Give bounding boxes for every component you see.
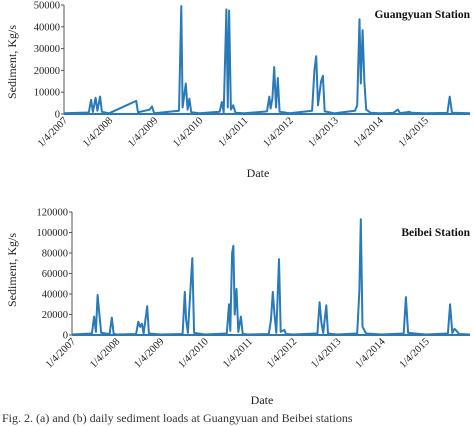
guangyuan-y-tick-label: 20000 bbox=[34, 66, 60, 77]
beibei-y-ticks: 0 20000 40000 60000 80000 100000 120000 bbox=[37, 208, 72, 342]
beibei-y-tick-label: 120000 bbox=[37, 208, 69, 219]
guangyuan-y-tick-label: 40000 bbox=[34, 22, 60, 33]
beibei-y-tick-label: 0 bbox=[63, 331, 68, 342]
guangyuan-x-tick-label: 1/4/2011 bbox=[217, 115, 251, 149]
guangyuan-x-tick-label: 1/4/2008 bbox=[81, 115, 115, 149]
guangyuan-x-tick-label: 1/4/2007 bbox=[36, 115, 70, 149]
guangyuan-y-tick-label: 0 bbox=[55, 110, 60, 121]
beibei-x-tick-label: 1/4/2011 bbox=[221, 336, 255, 370]
guangyuan-x-ticks: 1/4/2007 1/4/2008 1/4/2009 1/4/2010 1/4/2011… bbox=[36, 115, 431, 150]
figure-caption: Fig. 2. (a) and (b) daily sediment loads… bbox=[2, 411, 353, 425]
guangyuan-y-axis-title: Sediment, Kg/s bbox=[5, 25, 19, 99]
beibei-x-tick-label: 1/4/2009 bbox=[132, 336, 166, 370]
guangyuan-x-tick-label: 1/4/2012 bbox=[261, 115, 295, 149]
beibei-x-tick-label: 1/4/2007 bbox=[44, 336, 78, 370]
beibei-y-tick-label: 60000 bbox=[42, 269, 68, 280]
guangyuan-y-tick-label: 10000 bbox=[34, 88, 60, 99]
beibei-station-label: Beibei Station bbox=[401, 227, 470, 239]
beibei-x-tick-label: 1/4/2010 bbox=[177, 336, 211, 370]
beibei-sediment-series bbox=[71, 218, 471, 336]
guangyuan-x-axis-title: Date bbox=[247, 166, 270, 180]
beibei-x-tick-label: 1/4/2008 bbox=[88, 336, 122, 370]
guangyuan-x-tick-label: 1/4/2014 bbox=[352, 115, 387, 150]
guangyuan-chart: Sediment, Kg/s 0 10000 20000 30000 40000 5000… bbox=[5, 1, 471, 181]
beibei-x-tick-label: 1/4/2012 bbox=[265, 336, 299, 370]
guangyuan-x-tick-label: 1/4/2013 bbox=[307, 115, 341, 149]
guangyuan-x-tick-label: 1/4/2009 bbox=[126, 115, 160, 149]
guangyuan-x-tick-label: 1/4/2010 bbox=[171, 115, 205, 149]
beibei-x-tick-label: 1/4/2014 bbox=[353, 336, 388, 371]
guangyuan-station-label: Guangyuan Station bbox=[374, 9, 470, 21]
beibei-x-ticks: 1/4/2007 1/4/2008 1/4/2009 1/4/2010 1/4/2011… bbox=[44, 336, 432, 371]
beibei-chart: Sediment, Kg/s 0 20000 40000 60000 80000 1000… bbox=[5, 208, 471, 408]
beibei-y-axis-title: Sediment, Kg/s bbox=[5, 233, 19, 307]
guangyuan-y-ticks: 0 10000 20000 30000 40000 50000 bbox=[34, 1, 64, 121]
beibei-y-tick-label: 100000 bbox=[37, 228, 69, 239]
beibei-x-axis-title: Date bbox=[251, 393, 274, 407]
beibei-y-tick-label: 80000 bbox=[42, 249, 68, 260]
guangyuan-sediment-series bbox=[63, 5, 471, 115]
beibei-x-tick-label: 1/4/2015 bbox=[398, 336, 432, 370]
guangyuan-y-tick-label: 50000 bbox=[34, 1, 60, 12]
sediment-figure: Sediment, Kg/s 0 10000 20000 30000 40000 5000… bbox=[5, 1, 471, 408]
beibei-y-tick-label: 40000 bbox=[42, 290, 68, 301]
guangyuan-x-tick-label: 1/4/2015 bbox=[397, 115, 431, 149]
guangyuan-y-tick-label: 30000 bbox=[34, 44, 60, 55]
beibei-x-tick-label: 1/4/2013 bbox=[309, 336, 343, 370]
beibei-y-tick-label: 20000 bbox=[42, 310, 68, 321]
